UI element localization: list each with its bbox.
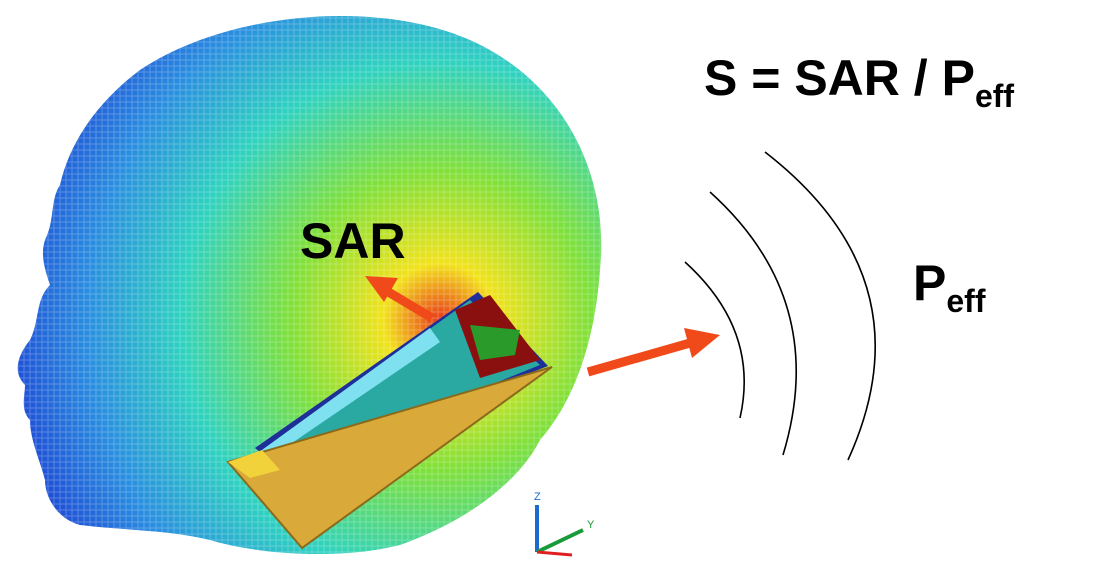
x-axis	[537, 552, 572, 555]
power-label: Peff	[913, 255, 986, 319]
formula-subscript: eff	[975, 78, 1014, 114]
power-main: P	[913, 255, 946, 311]
wave	[765, 152, 875, 460]
sar-label: SAR	[300, 213, 406, 269]
y-label: Y	[587, 519, 595, 531]
wave	[710, 192, 796, 455]
power-arrow-head	[684, 328, 720, 358]
formula-main: S = SAR / P	[704, 50, 975, 106]
power-subscript: eff	[946, 283, 985, 319]
axis-triad: Z Y	[534, 491, 595, 555]
formula: S = SAR / Peff	[704, 50, 1014, 114]
power-arrow	[588, 343, 690, 372]
radiation-waves	[685, 152, 875, 460]
diagram: Z Y S = SAR / Peff SAR Peff	[0, 0, 1108, 573]
y-axis	[537, 530, 583, 552]
z-label: Z	[534, 491, 541, 503]
